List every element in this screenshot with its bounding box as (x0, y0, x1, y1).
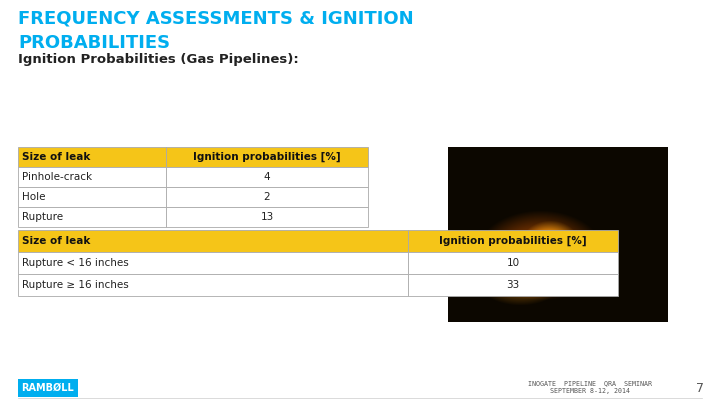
Text: Rupture ≥ 16 inches: Rupture ≥ 16 inches (22, 280, 129, 290)
FancyBboxPatch shape (18, 167, 166, 187)
Text: 10: 10 (506, 258, 520, 268)
Text: Rupture < 16 inches: Rupture < 16 inches (22, 258, 129, 268)
Text: Size of leak: Size of leak (22, 236, 91, 246)
Text: RAMBØLL: RAMBØLL (22, 383, 74, 393)
FancyBboxPatch shape (18, 207, 166, 227)
Text: Size of leak: Size of leak (22, 152, 91, 162)
FancyBboxPatch shape (166, 147, 368, 167)
FancyBboxPatch shape (18, 147, 166, 167)
Text: Ignition Probabilities (Gas Pipelines):: Ignition Probabilities (Gas Pipelines): (18, 53, 299, 66)
FancyBboxPatch shape (18, 252, 408, 274)
FancyBboxPatch shape (408, 252, 618, 274)
Text: 7: 7 (696, 382, 704, 394)
FancyBboxPatch shape (448, 147, 668, 322)
Text: FREQUENCY ASSESSMENTS & IGNITION: FREQUENCY ASSESSMENTS & IGNITION (18, 10, 413, 28)
Text: INOGATE  PIPELINE  QRA  SEMINAR: INOGATE PIPELINE QRA SEMINAR (528, 380, 652, 386)
Text: 13: 13 (261, 212, 274, 222)
FancyBboxPatch shape (18, 187, 166, 207)
Text: Hole: Hole (22, 192, 45, 202)
FancyBboxPatch shape (18, 230, 408, 252)
FancyBboxPatch shape (166, 207, 368, 227)
Text: Pinhole-crack: Pinhole-crack (22, 172, 92, 182)
Text: Ignition probabilities [%]: Ignition probabilities [%] (193, 152, 341, 162)
Text: 4: 4 (264, 172, 270, 182)
Text: PROBABILITIES: PROBABILITIES (18, 34, 170, 52)
FancyBboxPatch shape (408, 230, 618, 252)
FancyBboxPatch shape (18, 379, 78, 397)
FancyBboxPatch shape (408, 274, 618, 296)
Text: Rupture: Rupture (22, 212, 63, 222)
FancyBboxPatch shape (166, 187, 368, 207)
Text: Ignition probabilities [%]: Ignition probabilities [%] (439, 236, 587, 246)
FancyBboxPatch shape (166, 167, 368, 187)
Text: 2: 2 (264, 192, 270, 202)
Text: SEPTEMBER 8-12, 2014: SEPTEMBER 8-12, 2014 (550, 388, 630, 394)
Text: 33: 33 (506, 280, 520, 290)
FancyBboxPatch shape (18, 274, 408, 296)
